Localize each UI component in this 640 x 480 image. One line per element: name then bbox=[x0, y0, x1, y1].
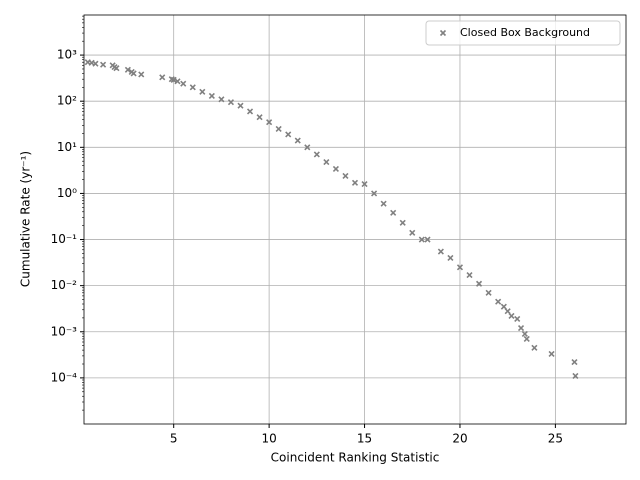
marker bbox=[92, 60, 99, 67]
marker bbox=[424, 236, 431, 243]
marker bbox=[521, 330, 528, 337]
marker bbox=[266, 119, 273, 126]
marker bbox=[517, 325, 525, 332]
y-tick-label: 10⁻¹ bbox=[51, 232, 78, 246]
marker bbox=[351, 179, 359, 186]
x-tick-label: 10 bbox=[261, 432, 276, 446]
y-tick-label: 10⁰ bbox=[57, 186, 77, 200]
marker bbox=[572, 372, 579, 380]
marker bbox=[456, 264, 464, 271]
axes-frame bbox=[83, 14, 627, 425]
marker bbox=[199, 88, 206, 95]
marker bbox=[275, 125, 282, 133]
marker bbox=[390, 209, 397, 216]
marker bbox=[256, 114, 263, 121]
marker bbox=[571, 359, 578, 366]
y-axis-label: Cumulative Rate (yr⁻¹) bbox=[19, 151, 33, 287]
marker bbox=[475, 280, 483, 287]
marker bbox=[218, 96, 225, 103]
marker bbox=[332, 165, 339, 172]
marker bbox=[189, 84, 196, 91]
marker bbox=[304, 144, 311, 151]
marker bbox=[113, 65, 120, 72]
marker bbox=[361, 180, 368, 188]
marker bbox=[227, 99, 235, 106]
marker bbox=[100, 61, 107, 68]
marker bbox=[418, 236, 425, 243]
y-tick-label: 10² bbox=[57, 94, 77, 108]
marker bbox=[548, 350, 555, 358]
marker bbox=[342, 172, 349, 179]
y-tick-label: 10⁻² bbox=[51, 278, 78, 292]
y-tick-label: 10⁻⁴ bbox=[51, 370, 78, 384]
marker bbox=[323, 158, 330, 166]
marker bbox=[399, 219, 406, 226]
marker bbox=[439, 29, 447, 37]
marker bbox=[180, 80, 187, 87]
x-tick-label: 5 bbox=[170, 432, 178, 446]
x-axis-label: Coincident Ranking Statistic bbox=[271, 451, 440, 465]
marker bbox=[447, 254, 454, 261]
marker bbox=[380, 200, 387, 207]
marker bbox=[495, 298, 502, 305]
marker bbox=[514, 315, 521, 322]
y-tick-label: 10³ bbox=[57, 48, 77, 62]
marker bbox=[285, 131, 292, 138]
legend-box bbox=[425, 20, 621, 46]
legend-label: Closed Box Background bbox=[460, 26, 590, 39]
marker bbox=[174, 78, 181, 85]
x-tick-label: 20 bbox=[452, 432, 467, 446]
marker bbox=[371, 190, 378, 197]
marker bbox=[409, 229, 416, 236]
marker bbox=[466, 271, 473, 279]
marker bbox=[138, 71, 145, 78]
marker bbox=[523, 335, 530, 342]
marker bbox=[485, 289, 492, 296]
marker bbox=[504, 308, 511, 315]
marker bbox=[208, 92, 215, 100]
marker bbox=[170, 76, 177, 83]
marker bbox=[237, 102, 244, 109]
marker bbox=[508, 312, 515, 320]
marker bbox=[159, 74, 166, 81]
marker bbox=[246, 108, 254, 115]
y-tick-label: 10⁻³ bbox=[51, 324, 78, 338]
marker bbox=[437, 248, 444, 255]
x-tick-label: 25 bbox=[548, 432, 563, 446]
marker bbox=[313, 151, 320, 158]
marker bbox=[294, 137, 301, 144]
marker bbox=[124, 66, 131, 73]
x-tick-label: 15 bbox=[357, 432, 372, 446]
marker bbox=[531, 344, 538, 351]
marker bbox=[130, 70, 137, 77]
y-tick-label: 10¹ bbox=[57, 140, 77, 154]
